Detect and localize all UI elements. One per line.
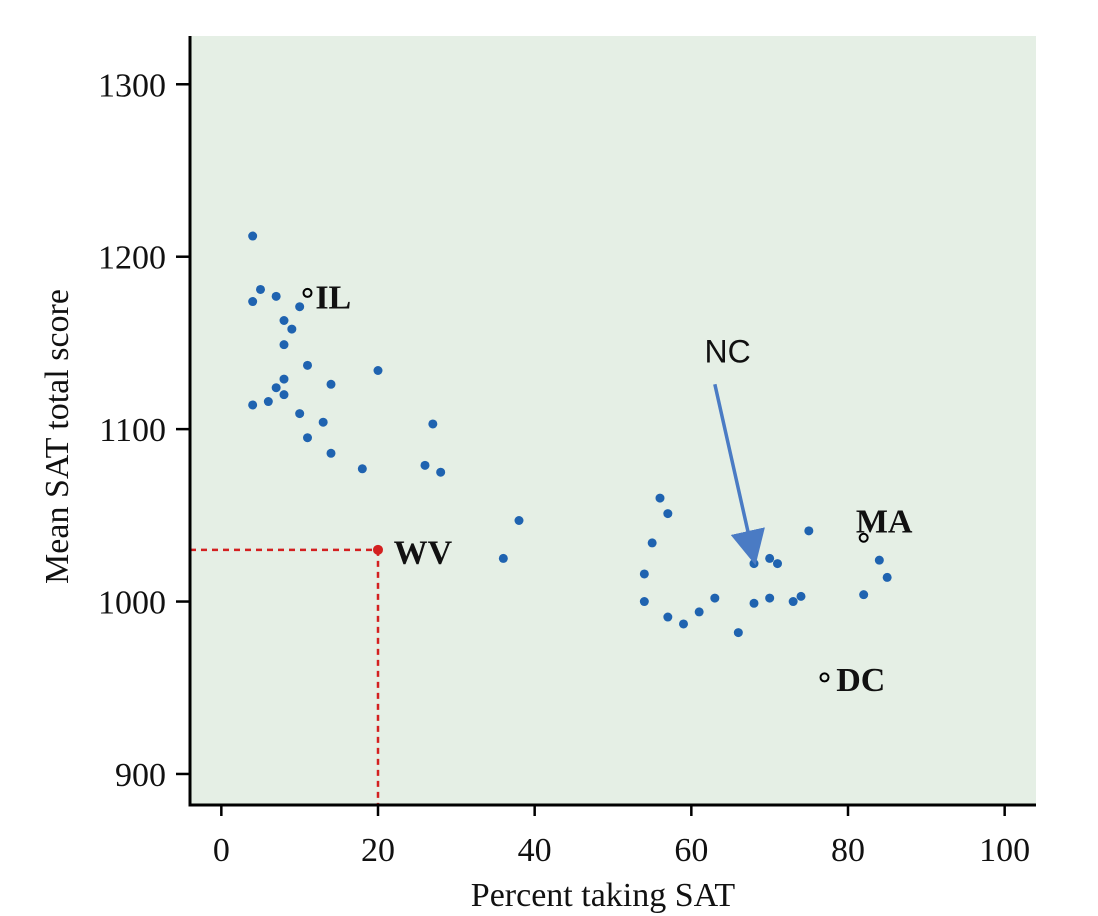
data-point <box>436 467 446 477</box>
data-point <box>420 460 430 470</box>
x-tick-label: 20 <box>361 832 395 869</box>
data-point <box>647 538 657 548</box>
x-tick-label: 0 <box>213 832 230 869</box>
y-axis-title: Mean SAT total score <box>39 289 76 584</box>
data-point <box>303 360 312 370</box>
data-point <box>357 464 367 474</box>
point-label-wv: WV <box>394 535 453 572</box>
data-point <box>428 419 438 429</box>
data-point <box>279 340 289 350</box>
data-point <box>263 397 273 407</box>
data-point <box>733 628 743 638</box>
data-point <box>318 417 328 427</box>
data-point <box>765 553 775 563</box>
data-point <box>287 324 297 334</box>
data-point <box>859 590 869 600</box>
data-point <box>256 284 265 294</box>
data-point <box>248 400 258 410</box>
data-point <box>710 593 720 603</box>
data-point <box>765 593 775 603</box>
data-point <box>796 591 806 601</box>
data-point <box>749 559 759 569</box>
data-point <box>749 598 759 608</box>
data-point <box>655 493 665 503</box>
open-data-point <box>858 532 869 543</box>
wv-point <box>373 544 383 555</box>
open-data-point <box>302 287 313 298</box>
data-point <box>295 409 305 419</box>
point-label-il: IL <box>315 279 351 316</box>
data-point <box>663 612 673 622</box>
data-point <box>788 597 798 607</box>
x-tick-label: 40 <box>518 832 552 869</box>
open-data-point <box>819 672 830 683</box>
nc-arrow <box>713 383 765 566</box>
y-tick-label: 1300 <box>98 67 166 104</box>
data-point <box>279 374 289 384</box>
data-point <box>326 448 336 458</box>
data-point <box>373 365 383 375</box>
data-point <box>295 302 305 312</box>
y-tick-label: 1200 <box>98 240 166 277</box>
data-point <box>639 597 649 607</box>
data-point <box>874 555 884 565</box>
data-point <box>514 516 524 526</box>
data-point <box>773 559 782 569</box>
data-point <box>663 509 673 519</box>
data-point <box>694 607 704 617</box>
point-label-ma: MA <box>856 504 913 541</box>
data-point <box>882 572 892 582</box>
data-point <box>326 379 336 389</box>
data-point <box>248 231 258 241</box>
data-point <box>639 569 649 579</box>
point-label-dc: DC <box>836 662 885 699</box>
x-axis-title: Percent taking SAT <box>471 877 736 914</box>
data-point <box>279 390 289 400</box>
data-point <box>498 553 508 563</box>
y-tick-label: 1000 <box>98 585 166 622</box>
x-tick-label: 100 <box>979 832 1030 869</box>
data-point <box>804 526 814 536</box>
x-tick-label: 60 <box>674 832 708 869</box>
data-point <box>271 383 281 393</box>
data-point <box>279 315 289 325</box>
point-label-nc: NC <box>705 334 751 370</box>
x-tick-label: 80 <box>831 832 865 869</box>
y-tick-label: 1100 <box>99 412 166 449</box>
data-point <box>303 433 312 443</box>
data-point <box>679 619 688 629</box>
data-point <box>248 297 258 307</box>
plot-background <box>190 36 1036 805</box>
y-tick-label: 900 <box>115 757 166 794</box>
data-point <box>271 291 281 301</box>
